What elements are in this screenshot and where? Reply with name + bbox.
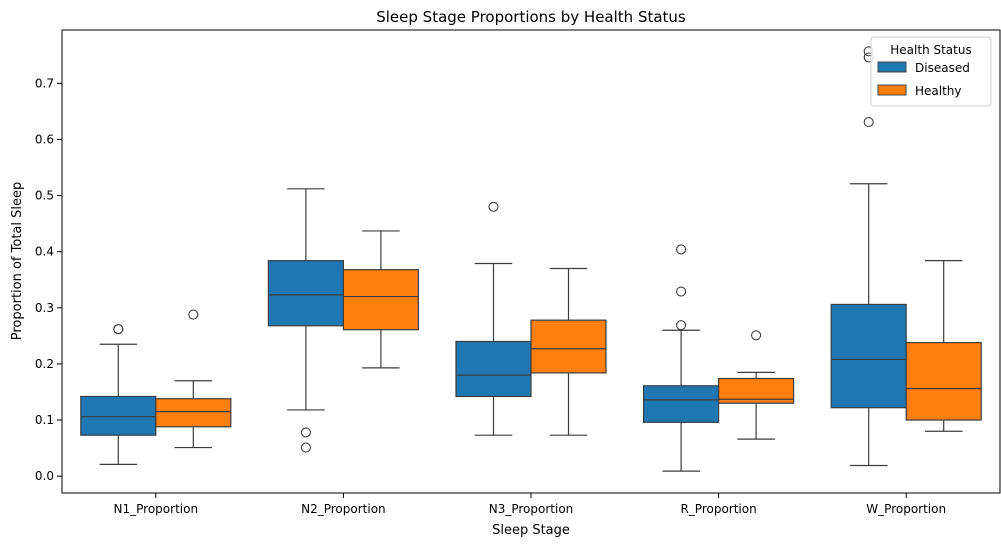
box-healthy: [530, 319, 607, 374]
y-axis: 0.0 0.1 0.2 0.3 0.4 0.5 0.6 0.7: [35, 76, 62, 483]
y-tick-label: 0.7: [35, 76, 54, 90]
legend-swatch-healthy: [877, 84, 907, 96]
y-tick-label: 0.5: [35, 189, 54, 203]
box-diseased: [267, 260, 344, 327]
chart-title: Sleep Stage Proportions by Health Status: [376, 8, 686, 26]
box-diseased: [80, 395, 157, 436]
outlier-point-diseased: [863, 116, 874, 128]
outlier-point-healthy: [188, 309, 199, 320]
x-tick-label: N1_Proportion: [114, 502, 199, 516]
box-diseased: [642, 385, 720, 423]
x-tick-label: N3_Proportion: [489, 502, 574, 516]
box-series-group: [80, 46, 982, 472]
outlier-point-diseased: [300, 442, 311, 453]
x-axis: N1_Proportion N2_Proportion N3_Proportion R…: [114, 493, 946, 516]
legend: Health Status Diseased Healthy: [870, 36, 992, 107]
box-diseased: [455, 340, 532, 398]
legend-swatch-diseased: [877, 61, 907, 73]
legend-title: Health Status: [890, 43, 971, 57]
legend-label-diseased: Diseased: [915, 61, 970, 75]
x-tick-label: R_Proportion: [680, 502, 756, 516]
x-axis-label: Sleep Stage: [492, 523, 570, 538]
outlier-point-diseased: [676, 286, 687, 297]
x-tick-label: W_Proportion: [866, 502, 946, 516]
y-tick-label: 0.4: [35, 245, 54, 259]
y-tick-label: 0.3: [35, 301, 54, 315]
box-healthy: [155, 398, 232, 428]
y-tick-label: 0.1: [35, 413, 54, 427]
y-tick-label: 0.6: [35, 132, 54, 146]
y-tick-label: 0.0: [35, 469, 54, 483]
y-tick-label: 0.2: [35, 357, 54, 371]
x-tick-label: N2_Proportion: [301, 502, 386, 516]
outlier-point-diseased: [300, 427, 311, 438]
box-healthy: [905, 341, 982, 421]
outlier-point-diseased: [676, 244, 687, 255]
y-axis-label: Proportion of Total Sleep: [10, 182, 25, 340]
box-diseased: [830, 303, 907, 409]
legend-label-healthy: Healthy: [915, 84, 962, 98]
box-healthy: [342, 269, 419, 331]
outlier-point-healthy: [751, 330, 762, 341]
outlier-point-diseased: [676, 320, 687, 331]
outlier-point-diseased: [113, 324, 124, 335]
outlier-point-diseased: [488, 201, 499, 212]
